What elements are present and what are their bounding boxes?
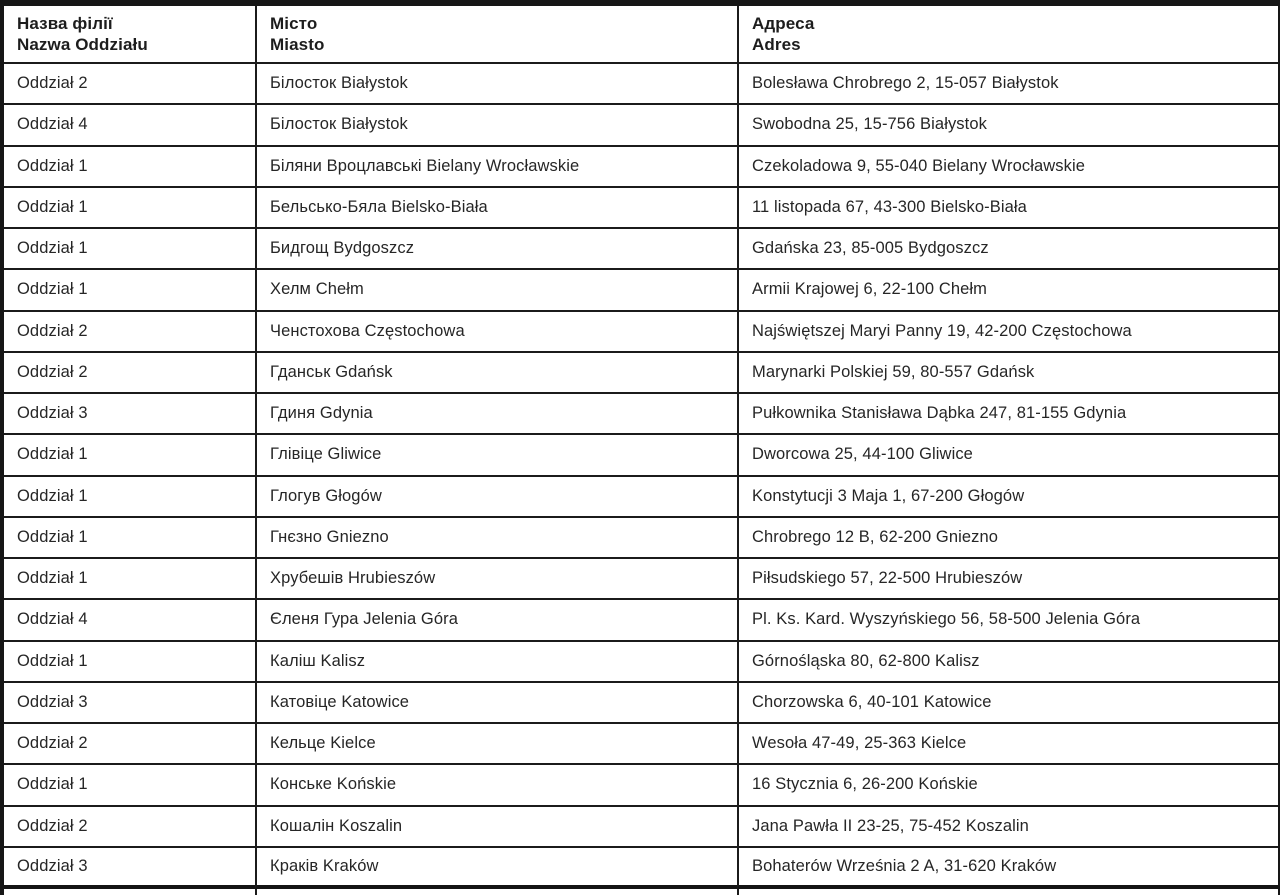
branch-cell: Oddział 2 — [4, 724, 255, 766]
address-cell: Wesoła 47-49, 25-363 Kielce — [737, 724, 1278, 766]
branch-cell: Oddział 1 — [4, 146, 255, 188]
partial-cell — [4, 889, 255, 895]
column-header-address: Адреса Adres — [737, 6, 1278, 64]
branch-cell: Oddział 3 — [4, 682, 255, 724]
city-cell: Білосток Białystok — [255, 64, 737, 106]
branch-cell: Oddział 1 — [4, 517, 255, 559]
city-cell: Гданськ Gdańsk — [255, 352, 737, 394]
branch-cell: Oddział 1 — [4, 559, 255, 601]
city-cell: Бидгощ Bydgoszcz — [255, 229, 737, 271]
address-cell: Chrobrego 12 B, 62-200 Gniezno — [737, 517, 1278, 559]
city-cell: Ченстохова Częstochowa — [255, 311, 737, 353]
branch-cell: Oddział 1 — [4, 187, 255, 229]
city-cell: Біляни Вроцлавські Bielany Wrocławskie — [255, 146, 737, 188]
branch-cell: Oddział 4 — [4, 105, 255, 147]
address-cell: Najświętszej Maryi Panny 19, 42-200 Częs… — [737, 311, 1278, 353]
branch-cell: Oddział 1 — [4, 765, 255, 807]
branch-cell: Oddział 4 — [4, 600, 255, 642]
partial-cell — [737, 889, 1278, 895]
address-cell: 16 Stycznia 6, 26-200 Końskie — [737, 765, 1278, 807]
partial-cell — [255, 889, 737, 895]
city-cell: Хелм Chełm — [255, 270, 737, 312]
address-cell: Marynarki Polskiej 59, 80-557 Gdańsk — [737, 352, 1278, 394]
city-cell: Краків Kraków — [255, 847, 737, 889]
address-cell: Pułkownika Stanisława Dąbka 247, 81-155 … — [737, 394, 1278, 436]
address-cell: Piłsudskiego 57, 22-500 Hrubieszów — [737, 559, 1278, 601]
city-cell: Гнєзно Gniezno — [255, 517, 737, 559]
branch-cell: Oddział 2 — [4, 806, 255, 848]
branch-cell: Oddział 3 — [4, 394, 255, 436]
address-cell: Górnośląska 80, 62-800 Kalisz — [737, 641, 1278, 683]
address-cell: 11 listopada 67, 43-300 Bielsko-Biała — [737, 187, 1278, 229]
city-cell: Білосток Białystok — [255, 105, 737, 147]
address-cell: Gdańska 23, 85-005 Bydgoszcz — [737, 229, 1278, 271]
city-cell: Конське Końskie — [255, 765, 737, 807]
address-cell: Chorzowska 6, 40-101 Katowice — [737, 682, 1278, 724]
branch-cell: Oddział 1 — [4, 270, 255, 312]
column-header-branch-name-uk: Назва філії — [17, 13, 113, 33]
city-cell: Кельце Kielce — [255, 724, 737, 766]
branch-cell: Oddział 1 — [4, 641, 255, 683]
branch-cell: Oddział 1 — [4, 435, 255, 477]
city-cell: Бельсько-Бяла Bielsko-Biała — [255, 187, 737, 229]
column-header-city: Місто Miasto — [255, 6, 737, 64]
address-cell: Swobodna 25, 15-756 Białystok — [737, 105, 1278, 147]
address-cell: Konstytucji 3 Maja 1, 67-200 Głogów — [737, 476, 1278, 518]
branch-cell: Oddział 2 — [4, 311, 255, 353]
city-cell: Гдиня Gdynia — [255, 394, 737, 436]
address-cell: Bohaterów Września 2 A, 31-620 Kraków — [737, 847, 1278, 889]
city-cell: Глогув Głogów — [255, 476, 737, 518]
city-cell: Кошалін Koszalin — [255, 806, 737, 848]
column-header-address-pl: Adres — [752, 35, 801, 54]
column-header-branch-name-pl: Nazwa Oddziału — [17, 35, 148, 54]
city-cell: Хрубешів Hrubieszów — [255, 559, 737, 601]
branch-cell: Oddział 2 — [4, 64, 255, 106]
city-cell: Катовіце Katowice — [255, 682, 737, 724]
branch-cell: Oddział 2 — [4, 352, 255, 394]
column-header-city-uk: Місто — [270, 13, 318, 33]
column-header-address-uk: Адреса — [752, 13, 815, 33]
address-cell: Bolesława Chrobrego 2, 15-057 Białystok — [737, 64, 1278, 106]
address-cell: Dworcowa 25, 44-100 Gliwice — [737, 435, 1278, 477]
column-header-city-pl: Miasto — [270, 35, 325, 54]
branch-cell: Oddział 3 — [4, 847, 255, 889]
branch-cell: Oddział 1 — [4, 476, 255, 518]
city-cell: Єленя Гура Jelenia Góra — [255, 600, 737, 642]
address-cell: Armii Krajowej 6, 22-100 Chełm — [737, 270, 1278, 312]
column-header-branch-name: Назва філії Nazwa Oddziału — [4, 6, 255, 64]
city-cell: Глівіце Gliwice — [255, 435, 737, 477]
address-cell: Jana Pawła II 23-25, 75-452 Koszalin — [737, 806, 1278, 848]
address-cell: Czekoladowa 9, 55-040 Bielany Wrocławski… — [737, 146, 1278, 188]
branch-cell: Oddział 1 — [4, 229, 255, 271]
city-cell: Каліш Kalisz — [255, 641, 737, 683]
address-cell: Pl. Ks. Kard. Wyszyńskiego 56, 58-500 Je… — [737, 600, 1278, 642]
